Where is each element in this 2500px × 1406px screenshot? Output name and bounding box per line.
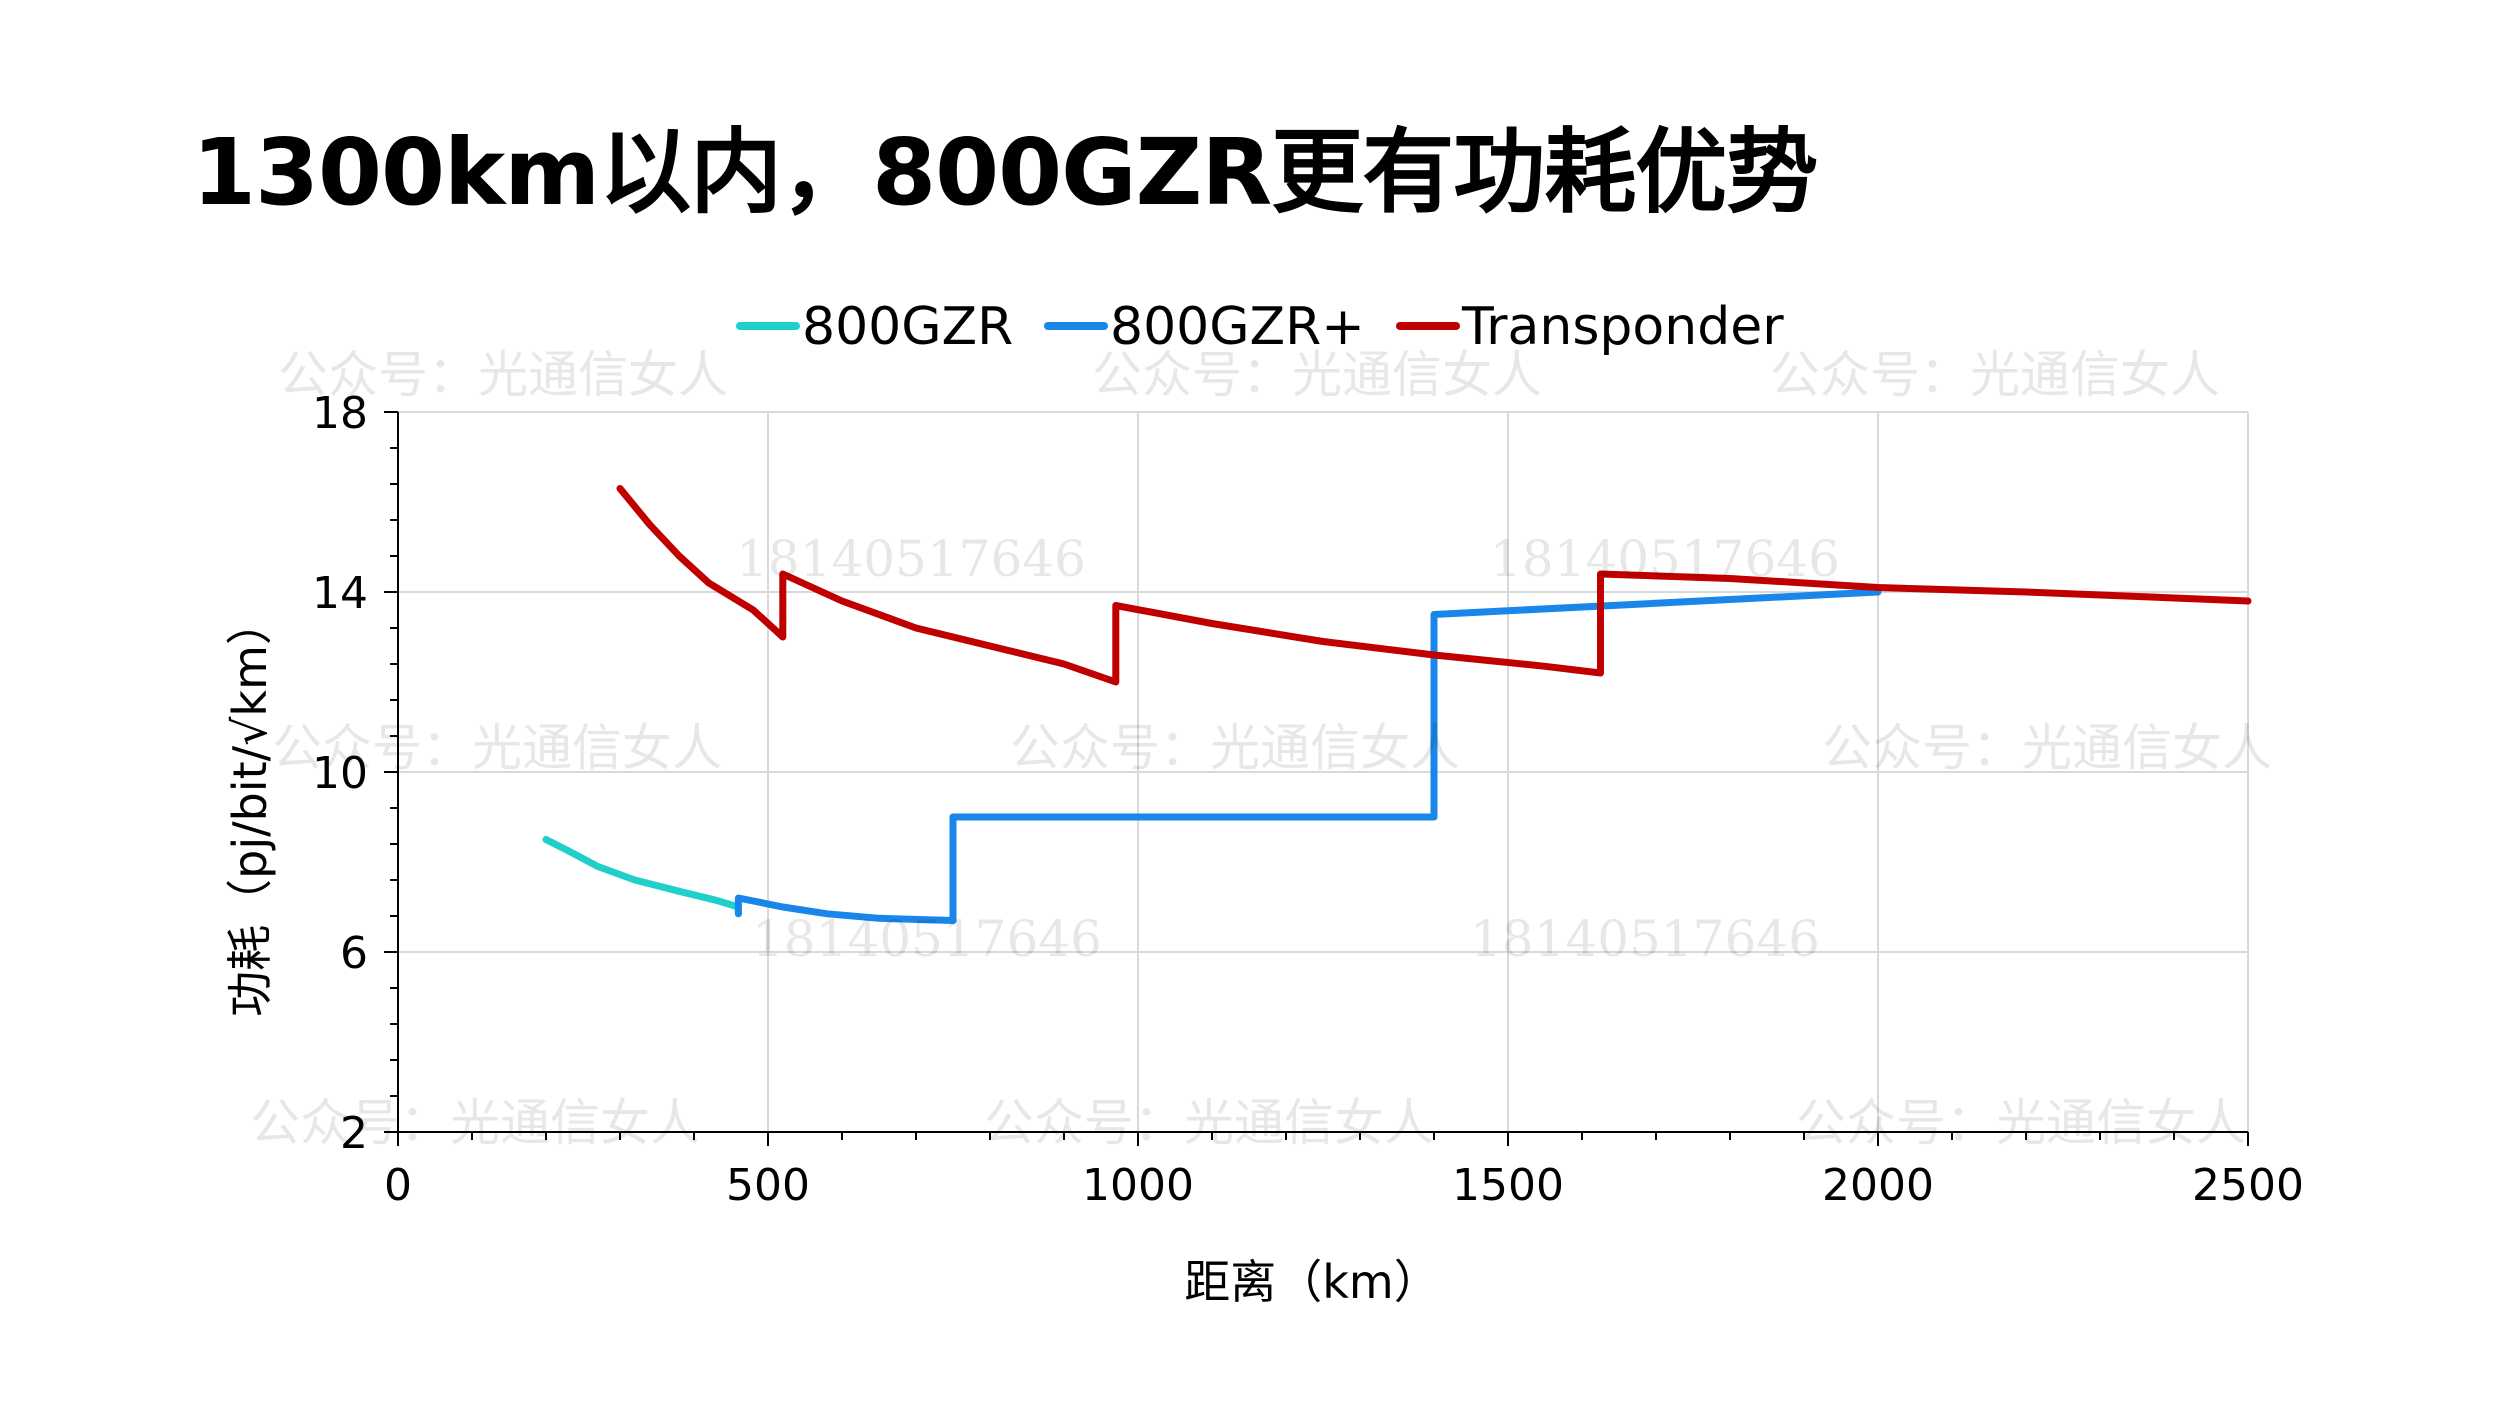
- watermark-account: 公众号：光通信女人: [1770, 346, 2220, 404]
- chart-legend: 800GZR 800GZR+ Transponder: [736, 297, 1784, 357]
- legend-label: 800GZR+: [1110, 297, 1365, 357]
- chart-series: [542, 485, 2252, 924]
- series-line-800gzr: [542, 836, 742, 918]
- chart-axes: [384, 411, 2249, 1146]
- x-tick-label: 1500: [1452, 1160, 1564, 1211]
- x-tick-label: 1000: [1082, 1160, 1194, 1211]
- series-line-transponder: [616, 485, 2252, 686]
- legend-label: 800GZR: [802, 297, 1013, 357]
- watermark-account: 公众号：光通信女人: [278, 346, 728, 404]
- y-tick-label: 18: [312, 388, 368, 439]
- series-line-800gzr-: [734, 588, 1882, 924]
- x-axis-title: 距离（km）: [1184, 1255, 1439, 1309]
- watermark-account: 公众号：光通信女人: [272, 719, 722, 777]
- watermark-account: 公众号：光通信女人: [1092, 346, 1542, 404]
- x-tick-label: 2500: [2192, 1160, 2304, 1211]
- watermark-phone: 18140517646: [752, 910, 1102, 968]
- chart-grid: [398, 411, 2249, 1132]
- legend-label: Transponder: [1461, 297, 1784, 357]
- watermark-account: 公众号：光通信女人: [1796, 1094, 2246, 1152]
- watermark-phone: 18140517646: [1470, 910, 1820, 968]
- watermark-account: 公众号：光通信女人: [1822, 719, 2272, 777]
- y-tick-label: 14: [312, 568, 368, 619]
- watermark-account: 公众号：光通信女人: [1010, 719, 1460, 777]
- chart-tick-labels: 0 500 1000 1500 2000 2500 2 6 10 14 18: [312, 388, 2304, 1211]
- watermark-phone: 18140517646: [736, 530, 1086, 588]
- watermark-account: 公众号：光通信女人: [250, 1094, 700, 1152]
- x-tick-label: 500: [726, 1160, 810, 1211]
- watermark-account: 公众号：光通信女人: [984, 1094, 1434, 1152]
- y-tick-label: 2: [340, 1108, 368, 1159]
- x-tick-label: 2000: [1822, 1160, 1934, 1211]
- page-title: 1300km以内，800GZR更有功耗优势: [192, 119, 1818, 226]
- y-tick-label: 10: [312, 748, 368, 799]
- x-tick-label: 0: [384, 1160, 412, 1211]
- watermark-phone: 18140517646: [1490, 530, 1840, 588]
- watermarks: 公众号：光通信女人 公众号：光通信女人 公众号：光通信女人 公众号：光通信女人 …: [250, 346, 2272, 1152]
- y-axis-title: 功耗（pj/bit/√km）: [223, 599, 277, 1017]
- y-tick-label: 6: [340, 928, 368, 979]
